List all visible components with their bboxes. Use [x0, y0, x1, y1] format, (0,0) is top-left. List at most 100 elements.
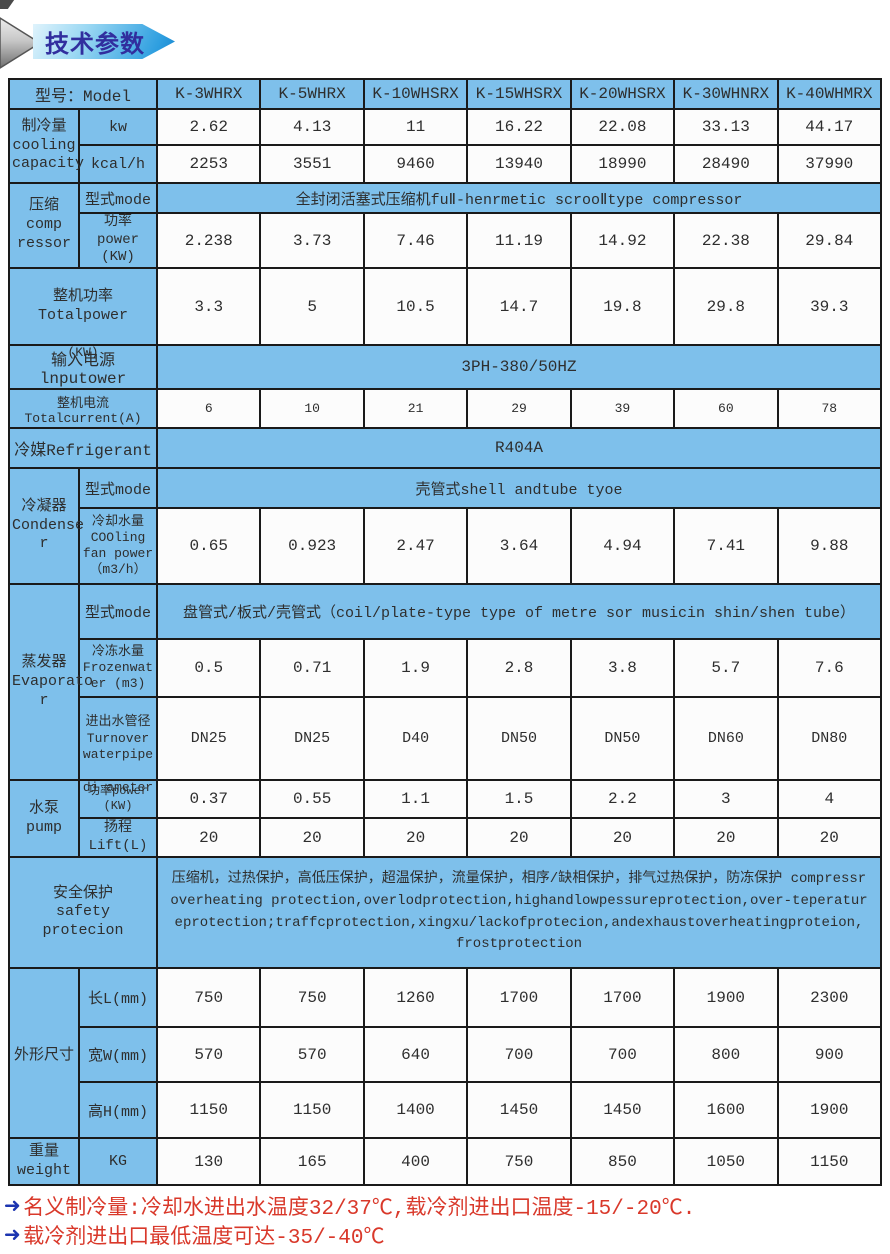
row-label: 型式mode [77, 182, 159, 214]
row-label: 冷却水量 COOling fan power （m3/h） [77, 507, 159, 585]
value-cell: 130 [156, 1137, 262, 1187]
model-name: K-5WHRX [259, 78, 365, 110]
page-header: 技术参数 [0, 0, 890, 78]
pipe-diameter-row: 进出水管径 Turnover waterpipe di ameter DN25 … [9, 695, 883, 794]
value-cell: 2.238 [156, 212, 262, 269]
value-cell: 700 [466, 1026, 572, 1084]
banner-ribbon: 技术参数 [33, 24, 175, 59]
value-cell: 750 [156, 967, 262, 1029]
value-cell: 1.5 [466, 779, 572, 820]
value-cell: 5 [259, 267, 365, 346]
row-label: 安全保护 safety protecion [7, 856, 159, 970]
value-cell: DN50 [466, 695, 572, 782]
group-label-condenser: 冷凝器 Condense r [8, 467, 84, 585]
model-name: K-10WHSRX [362, 78, 469, 110]
value-cell: 3.8 [569, 638, 676, 698]
value-cell: 4.13 [259, 108, 365, 146]
value-cell: 700 [569, 1026, 676, 1084]
group-label-cooling: 制冷量 cooling capacity [8, 108, 84, 184]
row-label-pipe: 进出水管径 Turnover waterpipe di ameter [77, 695, 159, 794]
value-cell: 3 [673, 779, 779, 820]
value-cell: 1260 [362, 967, 469, 1029]
total-current-row: 整机电流Totalcurrent(A) 6 10 21 29 39 60 78 [7, 388, 883, 429]
value-cell: 29.8 [673, 267, 779, 346]
value-cell: 640 [362, 1026, 469, 1084]
value-cell: D40 [362, 695, 469, 782]
value-cell: 21 [362, 388, 469, 429]
row-label: 宽W(mm) [77, 1026, 159, 1084]
value-cell: 4 [776, 779, 883, 820]
merged-value-cell: 盘管式/板式/壳管式（coil/plate-type type of metre… [156, 583, 882, 640]
value-cell: 3551 [259, 144, 365, 184]
merged-value-cell: 壳管式shell andtube tyoe [156, 467, 882, 509]
value-cell: 20 [569, 817, 676, 859]
arrow-icon: ➜ [4, 1223, 21, 1254]
value-cell: 0.37 [156, 779, 262, 820]
value-cell: 22.38 [673, 212, 779, 269]
value-cell: 750 [466, 1137, 572, 1187]
row-label: 扬程 Lift(L) [77, 817, 159, 859]
spec-table: 型号：Model K-3WHRX K-5WHRX K-10WHSRX K-15W… [7, 78, 883, 1187]
value-cell: 570 [156, 1026, 262, 1084]
value-cell: 29 [466, 388, 572, 429]
total-power-label: 整机功率 Totalpower [38, 287, 129, 324]
compressor-mode-row: 压缩 comp ressor 型式mode 全封闭活塞式压缩机fuⅡ-henrm… [8, 182, 882, 269]
value-cell: 7.46 [362, 212, 469, 269]
row-label: 整机电流Totalcurrent(A) [7, 388, 159, 429]
value-cell: 165 [259, 1137, 365, 1187]
value-cell: 2.47 [362, 507, 469, 585]
model-name: K-15WHSRX [466, 78, 572, 110]
group-label-dimensions: 外形尺寸 [8, 967, 80, 1140]
value-cell: 28490 [673, 144, 779, 184]
value-cell: 20 [362, 817, 469, 859]
value-cell: 1050 [673, 1137, 779, 1187]
value-cell: 20 [156, 817, 262, 859]
row-label: kw [77, 108, 159, 146]
value-cell: 2300 [776, 967, 883, 1029]
value-cell: 18990 [569, 144, 676, 184]
value-cell: 7.41 [673, 507, 779, 585]
value-cell: 7.6 [776, 638, 883, 698]
row-label: 高H(mm) [77, 1081, 159, 1140]
footnote-line: ➜ 载冷剂进出口最低温度可达-35/-40℃ [4, 1225, 890, 1254]
total-power-row: 整机功率 Totalpower (KW) 3.3 5 10.5 14.7 19.… [7, 267, 883, 359]
row-label: 冷冻水量 Frozenwat er (m3) [77, 638, 159, 698]
dimension-height-row: 高H(mm) 1150 1150 1400 1450 1450 1600 190… [9, 1081, 883, 1140]
value-cell: DN25 [156, 695, 262, 782]
value-cell: 0.71 [259, 638, 365, 698]
value-cell: 33.13 [673, 108, 779, 146]
value-cell: 0.5 [156, 638, 262, 698]
value-cell: 4.94 [569, 507, 676, 585]
model-name: K-3WHRX [156, 78, 262, 110]
value-cell: 2.62 [156, 108, 262, 146]
value-cell: 900 [776, 1026, 883, 1084]
merged-value-cell: 压缩机，过热保护，高低压保护，超温保护，流量保护，相序/缺相保护，排气过热保护，… [156, 856, 882, 970]
row-label: kcal/h [77, 144, 159, 184]
value-cell: 6 [156, 388, 262, 429]
value-cell: 10.5 [362, 267, 469, 346]
dimension-length-row: 外形尺寸 长L(mm) 750 750 1260 1700 1700 1900 … [8, 967, 883, 1140]
value-cell: 0.55 [259, 779, 365, 820]
corner-mark [0, 0, 15, 9]
model-row: 型号：Model K-3WHRX K-5WHRX K-10WHSRX K-15W… [7, 78, 883, 110]
input-power-row: 输入电源lnputower 3PH-380/50HZ [7, 344, 882, 390]
dimension-width-row: 宽W(mm) 570 570 640 700 700 800 900 [9, 1026, 883, 1084]
value-cell: 10 [259, 388, 365, 429]
value-cell: 11.19 [466, 212, 572, 269]
value-cell: 37990 [776, 144, 883, 184]
page-title: 技术参数 [45, 32, 145, 60]
value-cell: 16.22 [466, 108, 572, 146]
value-cell: 14.92 [569, 212, 676, 269]
value-cell: 1450 [466, 1081, 572, 1140]
merged-value-cell: R404A [156, 427, 882, 469]
value-cell: 3.64 [466, 507, 572, 585]
weight-row: 重量 weight KG 130 165 400 750 850 1050 11… [8, 1137, 883, 1187]
compressor-power-row: 功率 power (KW) 2.238 3.73 7.46 11.19 14.9… [9, 212, 883, 269]
group-label-pump: 水泵 pump [8, 779, 80, 859]
value-cell: DN50 [569, 695, 676, 782]
row-label: 型式mode [77, 583, 159, 640]
value-cell: 60 [673, 388, 779, 429]
model-name: K-40WHMRX [776, 78, 883, 110]
value-cell: 1900 [673, 967, 779, 1029]
row-label: 功率power (KW) [77, 779, 159, 820]
